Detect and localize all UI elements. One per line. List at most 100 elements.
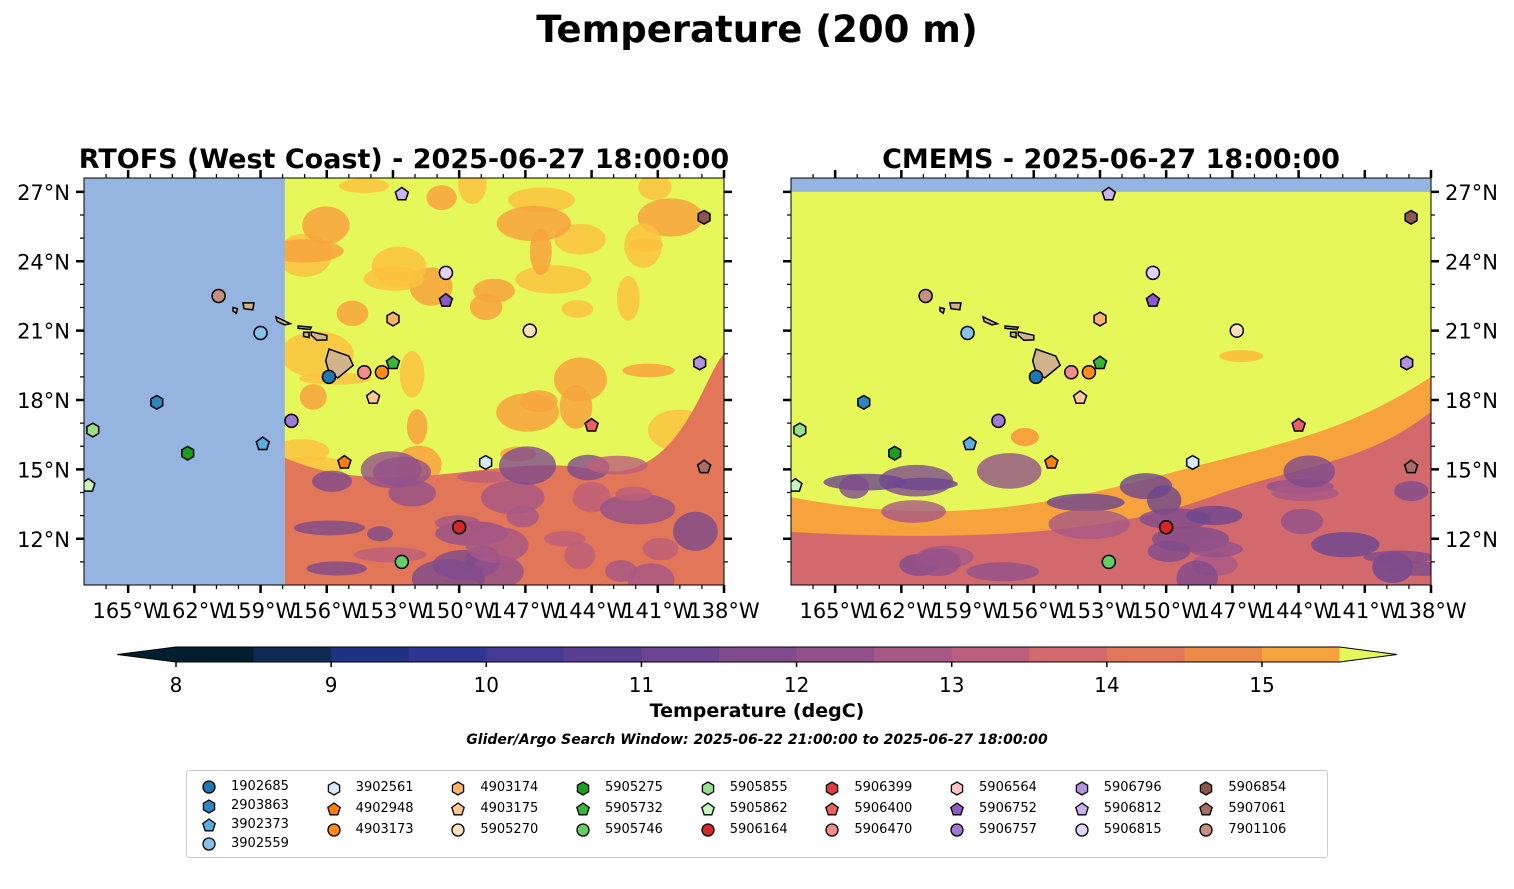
warm-patch xyxy=(302,206,350,245)
x-tick-label: 144°W xyxy=(1263,599,1335,623)
float-5906854 xyxy=(697,209,711,225)
legend-label: 5905855 xyxy=(729,780,788,795)
colorbar-segment xyxy=(796,647,875,662)
legend-item: 4903174 xyxy=(448,777,573,798)
circle-marker-icon xyxy=(576,822,590,837)
colorbar-segment xyxy=(719,647,798,662)
search-window-note: Glider/Argo Search Window: 2025-06-22 21… xyxy=(466,732,1048,748)
cool-patch xyxy=(499,446,556,485)
cool-patch xyxy=(673,511,718,551)
island xyxy=(981,315,1000,326)
temperature-field xyxy=(84,178,724,585)
y-tick-label: 18°N xyxy=(1445,389,1498,413)
legend-column: 3902561 4902948 4903173 xyxy=(324,777,449,853)
y-tick-label: 21°N xyxy=(1445,320,1498,344)
map-frame xyxy=(83,177,725,586)
legend-item: 5906470 xyxy=(822,819,947,840)
colorbar-segment xyxy=(253,647,332,662)
hexagon-marker-icon xyxy=(202,798,216,814)
cool-patch xyxy=(1176,560,1219,585)
cool-patch xyxy=(1271,485,1339,502)
legend-label: 4902948 xyxy=(355,801,414,816)
colorbar-tick-label: 13 xyxy=(939,673,964,697)
float-5906164 xyxy=(451,519,467,535)
colorbar-segment xyxy=(641,647,720,662)
legend-item: 5906757 xyxy=(947,819,1072,840)
cool-patch xyxy=(367,526,394,542)
legend-label: 5905275 xyxy=(605,780,663,795)
legend-item: 4903173 xyxy=(324,819,449,840)
float-4903174 xyxy=(1093,311,1107,327)
warm-patch xyxy=(637,198,704,237)
map-frame xyxy=(790,177,1432,586)
pentagon-marker-icon xyxy=(451,801,466,815)
legend-label: 5906400 xyxy=(854,801,913,816)
float-4903173 xyxy=(1081,365,1097,380)
float-5905855 xyxy=(793,422,807,438)
warm-patch xyxy=(363,266,424,291)
x-tick-label: 147°W xyxy=(490,599,562,623)
x-tick-label: 162°W xyxy=(866,599,938,623)
island xyxy=(310,330,328,342)
warm-patch xyxy=(399,350,425,398)
legend-label: 4903174 xyxy=(480,780,539,795)
warm-patch xyxy=(559,384,593,429)
float-7901106 xyxy=(918,288,933,304)
float-5906854 xyxy=(1404,209,1418,225)
cool-patch xyxy=(642,537,679,561)
legend-column: 5906796 5906812 5906815 xyxy=(1072,777,1197,853)
legend-label: 5906164 xyxy=(729,822,788,837)
circle-marker-icon xyxy=(825,822,840,837)
legend-label: 5905732 xyxy=(605,801,663,816)
y-tick-label: 27°N xyxy=(1445,181,1498,205)
island xyxy=(1004,325,1020,331)
legend-item: 5905270 xyxy=(448,819,573,840)
cool-patch xyxy=(891,477,958,491)
cool-patch xyxy=(1119,473,1173,500)
legend-label: 5906752 xyxy=(979,801,1037,816)
circle-marker-icon xyxy=(701,822,715,837)
y-tick-label: 24°N xyxy=(1445,250,1498,274)
legend-label: 5906812 xyxy=(1103,801,1162,816)
island xyxy=(241,302,255,311)
float-4903173 xyxy=(374,365,390,380)
float-4903175 xyxy=(1072,389,1088,404)
pentagon-marker-icon xyxy=(950,801,964,815)
x-tick-label: 141°W xyxy=(622,599,694,623)
colorbar-under-arrow xyxy=(117,647,176,662)
x-tick-label: 150°W xyxy=(1130,599,1202,623)
circle-marker-icon xyxy=(202,779,216,794)
float-5906757 xyxy=(991,413,1006,429)
legend-item: 4903175 xyxy=(448,798,573,819)
colorbar-over-arrow xyxy=(1339,647,1397,662)
float-3902561 xyxy=(478,454,493,471)
colorbar-segment xyxy=(486,647,565,662)
cool-patch xyxy=(1048,509,1131,540)
legend-item: 4902948 xyxy=(324,798,449,819)
warm-patch xyxy=(622,363,675,378)
legend-item: 7901106 xyxy=(1196,819,1321,840)
pentagon-marker-icon xyxy=(326,801,341,815)
legend-column: 4903174 4903175 5905270 xyxy=(448,777,573,853)
cool-patch xyxy=(1363,550,1431,564)
cool-patch xyxy=(1283,455,1336,488)
float-5907061 xyxy=(1403,459,1419,474)
float-5905275 xyxy=(181,445,195,461)
x-tick-label: 165°W xyxy=(92,599,164,623)
warm-patch xyxy=(426,185,457,211)
pentagon-marker-icon xyxy=(1199,801,1214,815)
cool-patch xyxy=(465,526,529,564)
colorbar-segment xyxy=(1184,647,1263,662)
hexagon-marker-icon xyxy=(950,780,964,796)
pentagon-marker-icon xyxy=(825,801,840,815)
float-5905270 xyxy=(522,323,538,338)
cool-patch xyxy=(915,548,961,577)
no-data-area xyxy=(791,178,1431,192)
float-5906400 xyxy=(1291,417,1306,432)
legend-item: 5905862 xyxy=(698,798,823,819)
cool-patch xyxy=(311,470,353,492)
temperature-field xyxy=(791,178,1431,585)
colorbar-tick-label: 8 xyxy=(170,673,183,697)
float-5906796 xyxy=(693,355,707,371)
colorbar-tick-label: 12 xyxy=(784,673,809,697)
